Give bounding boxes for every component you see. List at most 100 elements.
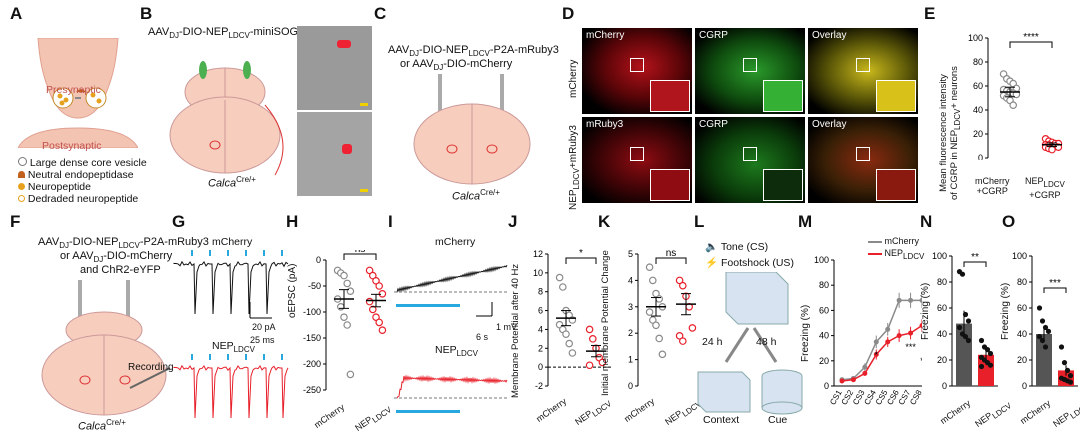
o-xcat2: NEPLDCV: [1051, 401, 1080, 430]
y-tick-label: 20: [973, 129, 983, 139]
panel-b-mouse: CalcaCre/+: [208, 175, 256, 190]
em-image-top: [297, 26, 372, 110]
data-point: [987, 362, 994, 368]
trace-i-mcherry: [394, 264, 508, 317]
data-point: [645, 308, 654, 316]
sig-label: ***: [1049, 278, 1061, 289]
y-tick-label: 40: [937, 329, 947, 339]
data-point: [1039, 337, 1046, 344]
data-point: [645, 263, 654, 272]
data-point: [1048, 145, 1056, 154]
chart-o: 0 20 40 60 80 100 ***: [1012, 251, 1078, 390]
data-point: [585, 325, 594, 334]
data-point: [648, 316, 657, 324]
h-xcat1: mCherry: [312, 402, 347, 430]
data-point: [648, 276, 657, 285]
e-xcat2: NEPLDCV +CGRP: [1025, 176, 1065, 200]
data-point: [1009, 101, 1018, 110]
y-tick-label: -100: [303, 307, 321, 317]
n-xcat1: mCherry: [938, 398, 973, 426]
data-point: [568, 349, 577, 357]
data-point: [336, 302, 345, 311]
presynaptic-label: Presynaptic: [46, 84, 101, 96]
data-point: [378, 289, 387, 298]
y-tick-label: 0: [628, 381, 633, 390]
y-tick-label: 0: [978, 153, 983, 160]
panel-c-vector-1: AAVDJ-DIO-NEPLDCV-P2A-mRuby3: [388, 44, 559, 59]
light-pulse: [209, 354, 211, 360]
data-point: [585, 361, 594, 370]
i-trace2-label: NEPLDCV: [435, 344, 478, 359]
l-24h: 24 h: [702, 336, 723, 348]
data-point: [1067, 379, 1074, 385]
data-point: [1036, 334, 1043, 340]
sig-label: ns: [355, 250, 366, 255]
image-cgrp-green-2: CGRP: [695, 117, 805, 203]
data-point: [365, 297, 374, 306]
sig-star: *: [920, 356, 922, 366]
i-scale-x: 6 s: [476, 332, 489, 342]
data-point: [652, 321, 660, 330]
data-point: [1045, 328, 1052, 334]
current-trace: [173, 364, 289, 419]
data-point: [1012, 90, 1021, 99]
series-point: [862, 364, 868, 370]
panel-label-h: H: [286, 212, 299, 231]
j-ylabel: Membrane Potential after 40 Hz: [510, 263, 521, 398]
legend-nep: Neutral endopeptidase: [18, 169, 153, 181]
y-tick-label: 80: [819, 280, 829, 290]
l-context: Context: [703, 414, 740, 426]
data-point: [675, 332, 684, 340]
stim-bar: [396, 304, 460, 307]
data-point: [962, 334, 969, 340]
l-tone: 🔈 Tone (CS): [705, 241, 769, 253]
data-point: [679, 281, 687, 290]
y-tick-label: 3: [628, 302, 633, 312]
legend-ldcv: Large dense core vesicle: [18, 157, 153, 169]
y-tick-label: 0: [942, 381, 947, 390]
brain-schematic-f: [41, 280, 171, 416]
brain-schematic-c: [413, 74, 531, 185]
series-point: [839, 378, 845, 384]
chart-k: 0 1 2 3 4 5 ns: [628, 248, 697, 390]
y-tick-label: 4: [628, 275, 633, 285]
series-point: [908, 297, 914, 303]
y-tick-label: 100: [814, 255, 829, 265]
y-tick-label: 4: [538, 324, 543, 334]
data-point: [1067, 373, 1074, 379]
scale-bar: [360, 103, 368, 106]
sig-bracket: [1043, 287, 1067, 293]
data-point: [340, 271, 348, 280]
series-point: [908, 330, 914, 336]
image-cgrp-green-1: CGRP: [695, 28, 805, 114]
y-tick-label: 100: [968, 33, 983, 43]
y-tick-label: -150: [303, 333, 321, 343]
light-pulse: [245, 250, 247, 256]
y-tick-label: 40: [973, 105, 983, 115]
n-xcat2: NEPLDCV: [973, 401, 1014, 430]
data-point: [375, 318, 384, 327]
data-point: [565, 339, 574, 348]
data-point: [343, 279, 352, 288]
panel-label-k: K: [598, 212, 611, 231]
y-tick-label: 20: [819, 356, 829, 366]
y-tick-label: 2: [628, 328, 633, 338]
sig-bracket: [1009, 41, 1053, 48]
data-point: [978, 337, 985, 344]
data-point: [1042, 344, 1049, 350]
data-point: [1061, 360, 1068, 366]
y-tick-label: 60: [937, 303, 947, 313]
y-tick-label: -50: [308, 281, 321, 291]
y-tick-label: 20: [1017, 355, 1027, 365]
data-point: [987, 350, 994, 357]
panel-label-i: I: [388, 212, 393, 231]
data-point: [375, 282, 384, 290]
data-point: [675, 276, 684, 285]
y-tick-label: 0: [538, 362, 543, 372]
panel-b-vector: AAVDJ-DIO-NEPLDCV-miniSOG: [148, 26, 299, 41]
trace-i-nep: [394, 374, 508, 413]
image-overlay-2: Overlay: [808, 117, 918, 203]
data-point: [558, 283, 567, 291]
data-point: [598, 358, 607, 367]
panel-label-c: C: [374, 4, 387, 23]
